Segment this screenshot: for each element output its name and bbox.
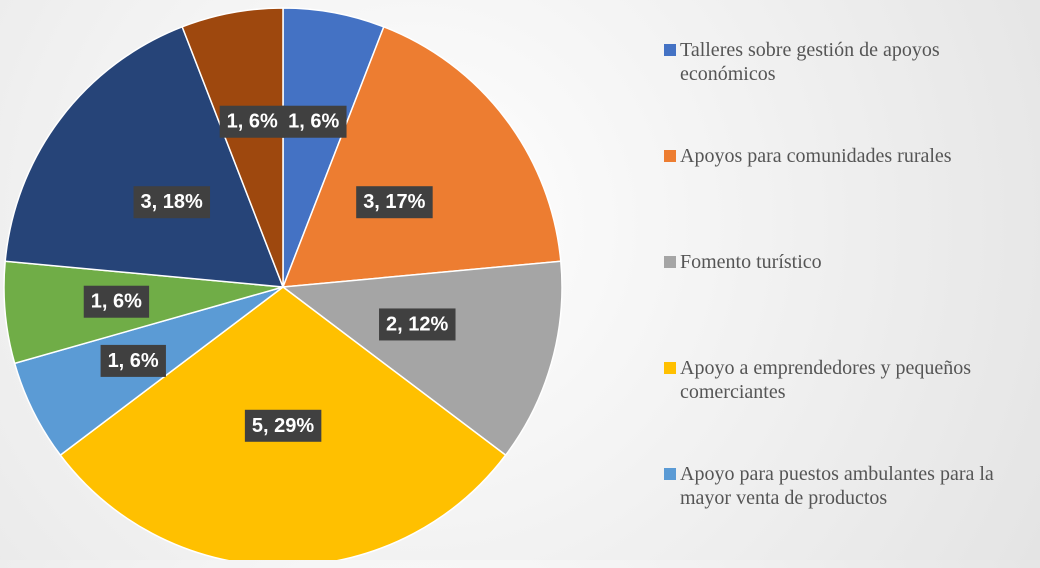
legend-swatch — [664, 468, 676, 480]
chart: 1, 6% 3, 17% 2, 12% 5, 29% 1, 6% 1, 6% 3, 18% 1… — [3, 7, 563, 560]
legend-label: Fomento turístico — [680, 251, 822, 273]
data-label-box — [356, 186, 433, 219]
data-label: 1, 6% — [100, 344, 166, 377]
data-label: 1, 6% — [219, 105, 286, 138]
legend-entry: Apoyo para puestos ambulantes para la ma… — [664, 462, 1034, 568]
data-label-box — [244, 409, 322, 442]
data-label-text: 1, 6% — [91, 291, 142, 313]
data-label-box — [83, 285, 150, 318]
data-label: 5, 29% — [244, 409, 322, 442]
data-label-box — [100, 344, 166, 377]
legend-swatch — [664, 362, 676, 374]
legend-label: Apoyos para comunidades rurales — [680, 145, 952, 167]
pie-slice — [4, 25, 285, 288]
data-label-text: 1, 6% — [288, 111, 339, 133]
legend-entry: Apoyo a emprendedores y pequeños comerci… — [664, 356, 1034, 462]
legend-label: Apoyo a emprendedores y pequeños comerci… — [680, 357, 972, 403]
legend-entry: Apoyos para comunidades rurales — [664, 144, 1034, 250]
data-label-text: 3, 17% — [363, 191, 425, 213]
data-label: 3, 18% — [133, 186, 211, 219]
data-label-text: 2, 12% — [386, 313, 448, 335]
legend-swatch — [664, 256, 676, 268]
data-label-text: 3, 18% — [141, 191, 203, 213]
data-label-text: 1, 6% — [108, 350, 159, 372]
data-label: 3, 17% — [356, 186, 433, 219]
pie-slice — [281, 25, 562, 288]
pie-slice — [281, 260, 563, 457]
legend-entry: Talleres sobre gestión de apoyos económi… — [664, 38, 1034, 144]
data-label-box — [133, 186, 211, 219]
legend-swatch — [664, 44, 676, 56]
data-label-box — [379, 308, 456, 341]
pie-slice — [181, 7, 284, 288]
legend-label: Apoyo para puestos ambulantes para la ma… — [680, 463, 994, 509]
data-label-box — [281, 105, 347, 138]
data-label: 2, 12% — [379, 308, 456, 341]
data-label-text: 1, 6% — [227, 111, 278, 133]
legend-entry: Fomento turístico — [664, 250, 1034, 356]
data-label: 1, 6% — [83, 285, 150, 318]
legend: Talleres sobre gestión de apoyos económi… — [664, 38, 1034, 568]
legend-label: Talleres sobre gestión de apoyos económi… — [680, 39, 940, 85]
data-label-box — [219, 105, 286, 138]
data-label: 1, 6% — [281, 105, 347, 138]
data-label-text: 5, 29% — [252, 415, 314, 437]
legend-swatch — [664, 150, 676, 162]
